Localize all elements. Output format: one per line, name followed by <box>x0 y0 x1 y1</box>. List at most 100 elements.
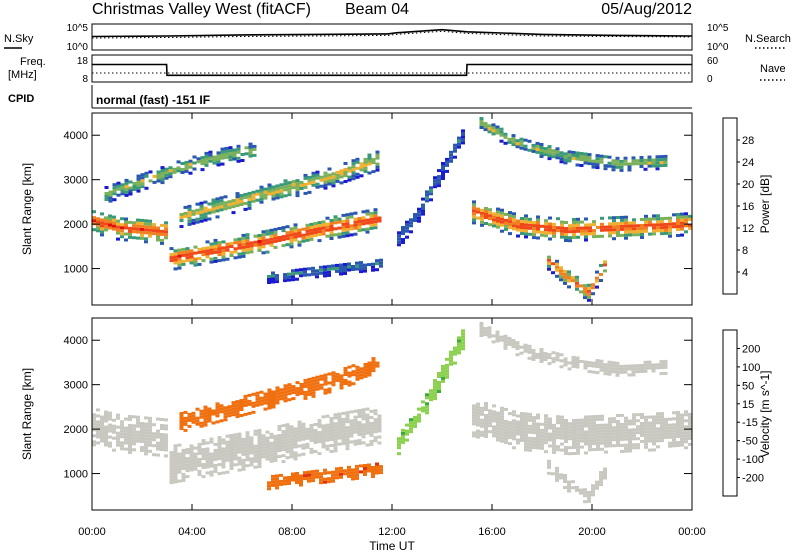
power-cell-648 <box>120 183 125 187</box>
power-cell-717 <box>196 160 201 164</box>
velocity-cell-414 <box>269 459 274 463</box>
velocity-cell-1475 <box>656 433 660 437</box>
power-cell-201 <box>241 251 246 255</box>
power-cell-619 <box>371 170 376 174</box>
freq-unit-label: [MHz] <box>8 69 37 81</box>
power-cell-5 <box>96 229 100 233</box>
power-cell-836 <box>512 218 516 222</box>
velocity-cell-297 <box>221 456 226 460</box>
velocity-cell-634 <box>361 423 366 427</box>
velocity-cell-486 <box>297 435 302 439</box>
power-cell-890 <box>548 216 552 220</box>
velocity-cell-1288 <box>580 433 584 437</box>
velocity-cell-1763 <box>603 476 607 480</box>
power-cell-1141 <box>551 155 556 159</box>
power-cell-312 <box>321 226 326 230</box>
velocity-colorbar-label: Velocity [m s^-1] <box>758 371 772 458</box>
power-cell-1129 <box>539 152 544 155</box>
velocity-cell-1326 <box>592 415 596 419</box>
velocity-cell-519 <box>313 432 318 435</box>
power-cell-658 <box>128 180 133 184</box>
velocity-cell-1289 <box>580 430 584 434</box>
velocity-cell-1230 <box>556 421 560 425</box>
power-cell-500 <box>267 183 272 187</box>
velocity-cell-1481 <box>656 412 660 416</box>
velocity-cell-48 <box>112 436 116 440</box>
power-cell-426 <box>203 212 208 216</box>
velocity-cell-87 <box>128 424 132 427</box>
velocity-cell-1284 <box>576 418 580 422</box>
velocity-cell-1484 <box>660 433 664 437</box>
velocity-cell-442 <box>281 454 286 458</box>
velocity-cell-385 <box>257 462 262 465</box>
velocity-cell-616 <box>353 418 358 422</box>
power-cell-884 <box>544 219 548 223</box>
velocity-cell-78 <box>128 451 132 454</box>
power-cell-187 <box>229 245 234 248</box>
velocity-cell-913 <box>371 357 376 361</box>
velocity-cell-1075 <box>496 438 500 442</box>
power-cell-1024 <box>652 226 656 230</box>
power-cell-1310 <box>271 277 275 281</box>
velocity-cell-1118 <box>512 428 516 432</box>
power-cell-624 <box>375 162 380 166</box>
power-cell-1272 <box>567 270 571 274</box>
velocity-cell-1191 <box>540 434 544 438</box>
velocity-cell-191 <box>173 456 178 460</box>
velocity-cell-1082 <box>496 417 500 421</box>
power-cell-147 <box>201 259 206 263</box>
velocity-cell-668 <box>377 429 382 433</box>
velocity-cell-1838 <box>453 352 457 356</box>
velocity-cell-816 <box>291 385 296 389</box>
power-cell-746 <box>224 152 229 156</box>
velocity-cell-1473 <box>656 439 660 443</box>
velocity-cell-963 <box>319 478 323 482</box>
power-cell-117 <box>177 263 182 267</box>
power-cell-302 <box>313 225 318 228</box>
velocity-cell-138 <box>148 416 152 420</box>
velocity-cell-74 <box>124 432 128 436</box>
velocity-cell-333 <box>233 433 238 437</box>
power-cell-1459 <box>457 145 461 149</box>
power-cell-1308 <box>267 275 271 278</box>
velocity-cell-908 <box>367 361 372 365</box>
freq-right-tick-bottom: 0 <box>707 74 713 85</box>
power-cell-418 <box>199 216 204 220</box>
velocity-cell-1290 <box>580 427 584 431</box>
power-cell-1359 <box>339 272 343 276</box>
power-cell-877 <box>540 230 544 234</box>
velocity-cell-1778 <box>405 432 409 436</box>
velocity-cell-1013 <box>375 471 379 475</box>
velocity-cell-1532 <box>680 431 684 435</box>
velocity-cell-1363 <box>608 426 612 430</box>
velocity-cell-952 <box>307 476 311 480</box>
velocity-cell-1323 <box>592 424 596 428</box>
power-cell-1448 <box>445 163 449 167</box>
power-cell-620 <box>371 161 376 165</box>
power-cell-1400 <box>401 229 405 232</box>
velocity-cell-645 <box>365 416 370 420</box>
velocity-cell-523 <box>317 440 322 444</box>
cpid-label: CPID <box>8 93 34 105</box>
velocity-cell-698 <box>199 421 204 425</box>
velocity-cell-1472 <box>656 445 660 449</box>
power-cell-1060 <box>676 216 680 219</box>
power-cell-257 <box>281 235 286 239</box>
power-cell-1387 <box>375 262 379 266</box>
velocity-cell-701 <box>199 409 204 413</box>
power-cell-1143 <box>551 149 556 153</box>
power-cell-1134 <box>543 150 548 154</box>
power-cell-782 <box>472 200 476 204</box>
power-cell-562 <box>323 180 328 184</box>
power-cell-1146 <box>555 150 560 154</box>
velocity-cell-660 <box>373 427 378 431</box>
power-cell-669 <box>140 182 145 186</box>
power-cell-507 <box>275 193 280 197</box>
velocity-cell-1035 <box>476 414 480 418</box>
velocity-cell-216 <box>185 469 190 473</box>
power-cell-795 <box>484 210 488 213</box>
velocity-cell-554 <box>329 426 334 429</box>
velocity-cell-618 <box>353 409 358 413</box>
velocity-cell-1753 <box>591 487 595 491</box>
power-cell-914 <box>568 227 572 231</box>
